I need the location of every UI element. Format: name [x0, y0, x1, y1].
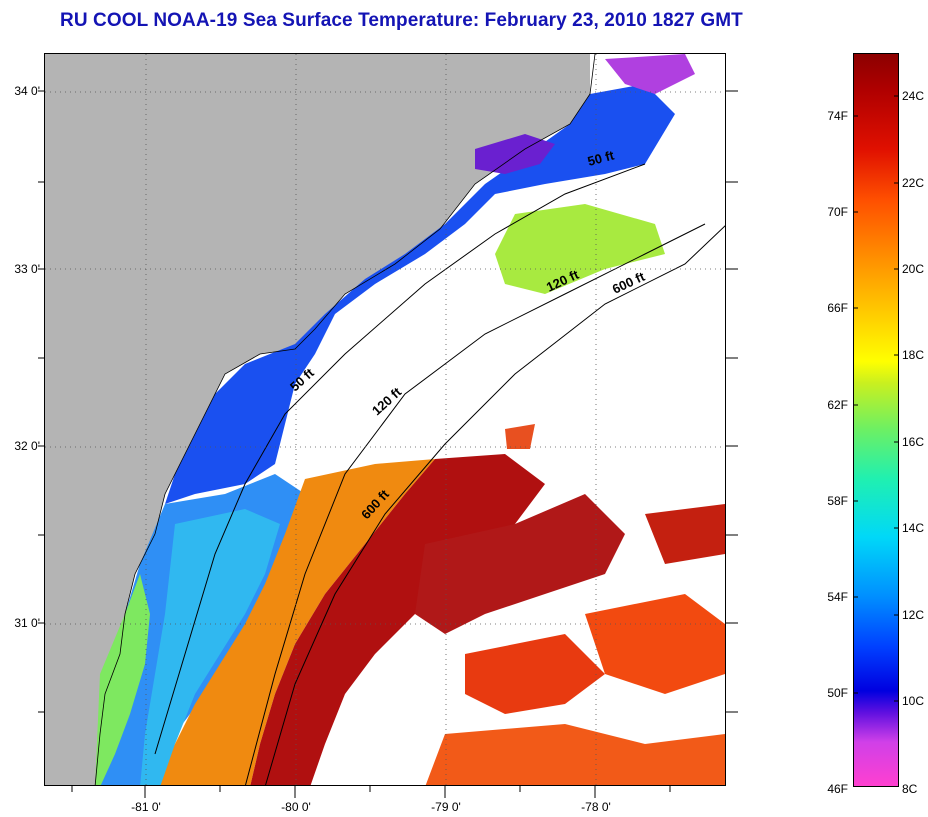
lon-label-78: -78 0' — [581, 800, 611, 814]
colorbar-label-16c: 16C — [902, 435, 925, 449]
colorbar-label-50f: 50F — [827, 686, 848, 700]
colorbar-label-22c: 22C — [902, 176, 925, 190]
graticule — [45, 54, 725, 785]
colorbar-label-74f: 74F — [827, 109, 848, 123]
green-water-offshore — [495, 204, 665, 294]
green-water-nearshore — [95, 574, 150, 785]
lat-label-32: 32 0' — [14, 439, 40, 453]
cold-water-nearshore — [165, 84, 675, 504]
coastline — [94, 54, 596, 785]
warm-water-midshelf — [160, 459, 435, 785]
isobath-label-50ft-north: 50 ft — [586, 147, 616, 169]
colorbar-label-12c: 12C — [902, 608, 925, 622]
colorbar-label-24c: 24C — [902, 89, 925, 103]
offshore-warm-patch-3 — [585, 594, 725, 694]
sst-map-graphic: 50 ft 120 ft 600 ft 50 ft 120 ft 600 ft — [45, 54, 725, 785]
lat-label-33: 33 0' — [14, 262, 40, 276]
colorbar-label-62f: 62F — [827, 398, 848, 412]
offshore-warm-patch-4 — [425, 724, 725, 785]
offshore-warm-patch-5 — [645, 504, 725, 564]
land-area — [45, 54, 590, 785]
colorbar-label-46f: 46F — [827, 782, 848, 796]
offshore-warm-patch-1 — [415, 494, 625, 634]
colorbar-label-10c: 10C — [902, 694, 925, 708]
isobath-50ft — [154, 163, 646, 755]
colorbar-label-18c: 18C — [902, 348, 925, 362]
colorbar-label-14c: 14C — [902, 521, 925, 535]
lon-label-79: -79 0' — [431, 800, 461, 814]
lon-label-81: -81 0' — [131, 800, 161, 814]
isobath-600ft — [265, 225, 725, 785]
offshore-warm-patch-6 — [505, 424, 535, 449]
cool-water-shelf — [140, 509, 280, 785]
colorbar-label-58f: 58F — [827, 494, 848, 508]
colorbar-label-20c: 20C — [902, 262, 925, 276]
sea-surface-temperature-map: 50 ft 120 ft 600 ft 50 ft 120 ft 600 ft — [44, 53, 726, 786]
lat-label-34: 34 0' — [14, 84, 40, 98]
isobath-120ft — [245, 223, 706, 785]
magenta-water-top — [605, 54, 695, 94]
lat-label-31: 31 0' — [14, 616, 40, 630]
coldest-water-pocket — [475, 134, 555, 174]
colorbar-label-70f: 70F — [827, 205, 848, 219]
colorbar-label-66f: 66F — [827, 301, 848, 315]
colorbar-label-54f: 54F — [827, 590, 848, 604]
temperature-colorbar — [853, 53, 899, 787]
map-title: RU COOL NOAA-19 Sea Surface Temperature:… — [60, 10, 743, 31]
colorbar-label-8c: 8C — [902, 782, 918, 796]
offshore-warm-patch-2 — [465, 634, 605, 714]
lon-label-80: -80 0' — [281, 800, 311, 814]
